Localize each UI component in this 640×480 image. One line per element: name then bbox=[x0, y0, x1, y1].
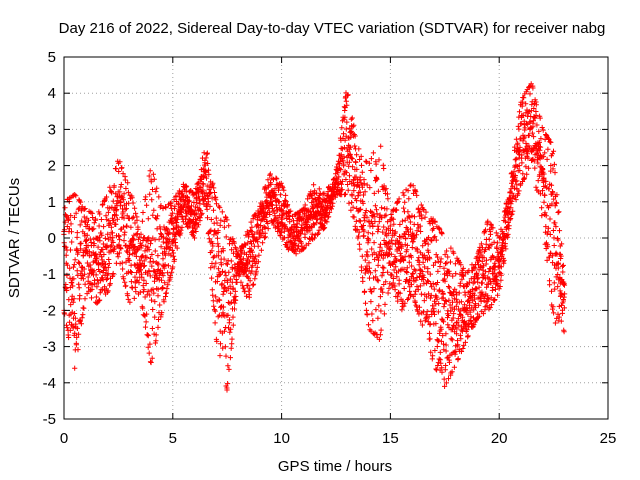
chart-title: Day 216 of 2022, Sidereal Day-to-day VTE… bbox=[59, 20, 606, 37]
y-tick-label: 4 bbox=[48, 85, 56, 102]
y-tick-label: -3 bbox=[43, 339, 56, 356]
x-tick-label: 20 bbox=[491, 430, 508, 447]
x-tick-label: 15 bbox=[382, 430, 399, 447]
x-axis-label: GPS time / hours bbox=[278, 458, 392, 475]
x-tick-label: 0 bbox=[60, 430, 68, 447]
series-sdtvar-points bbox=[61, 81, 568, 393]
y-tick-label: 1 bbox=[48, 194, 56, 211]
y-tick-label: -5 bbox=[43, 411, 56, 428]
y-tick-label: 2 bbox=[48, 158, 56, 175]
axis-ticks: 0 5 10 15 20 25 -5 -4 -3 -2 -1 0 1 2 3 4 5 bbox=[43, 49, 617, 447]
y-tick-label: -2 bbox=[43, 302, 56, 319]
data-points bbox=[61, 81, 568, 393]
y-tick-label: 3 bbox=[48, 121, 56, 138]
y-tick-label: -1 bbox=[43, 266, 56, 283]
y-axis-label: SDTVAR / TECUs bbox=[6, 178, 23, 298]
x-tick-label: 10 bbox=[273, 430, 290, 447]
x-tick-label: 5 bbox=[169, 430, 177, 447]
y-tick-label: 5 bbox=[48, 49, 56, 66]
x-tick-label: 25 bbox=[600, 430, 617, 447]
y-tick-label: 0 bbox=[48, 230, 56, 247]
y-tick-label: -4 bbox=[43, 375, 56, 392]
